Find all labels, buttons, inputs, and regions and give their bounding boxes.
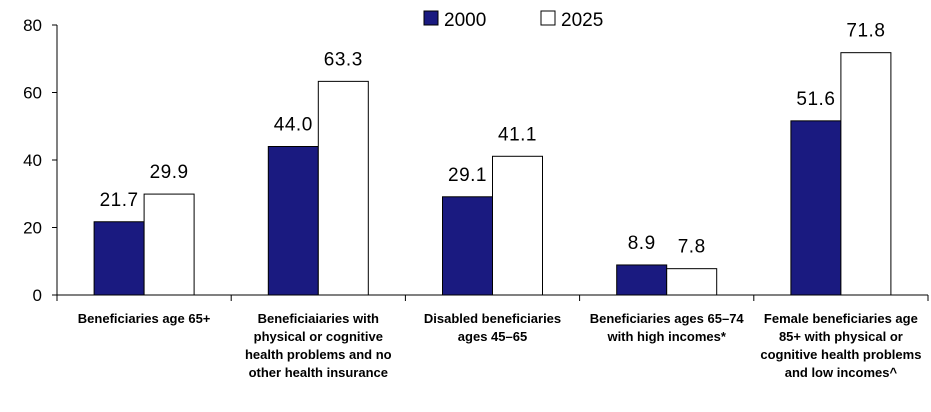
x-category-label: Female beneficiaries age 85+ with physic… xyxy=(760,311,922,380)
bar-2025 xyxy=(492,155,543,296)
legend-swatch-2025 xyxy=(540,10,556,26)
data-label-2025: 7.8 xyxy=(678,237,706,258)
bar-2025 xyxy=(840,52,892,296)
legend-swatch-2000 xyxy=(423,10,439,26)
bar-2025 xyxy=(317,80,369,296)
legend-label-2025: 2025 xyxy=(561,10,603,31)
x-category-label: Beneficiaiaries with physical or cogniti… xyxy=(244,311,392,380)
legend-label-2000: 2000 xyxy=(444,10,486,31)
data-label-2000: 29.1 xyxy=(448,165,487,186)
data-label-2025: 29.9 xyxy=(150,162,189,183)
bar-2000 xyxy=(93,221,145,296)
x-category-label: Disabled beneficiaries ages 45–65 xyxy=(423,311,562,344)
x-category-label: Beneficiaries ages 65–74 with high incom… xyxy=(589,311,744,344)
bar-2000 xyxy=(442,196,493,296)
y-tick-label: 0 xyxy=(33,286,42,305)
data-label-2000: 44.0 xyxy=(274,115,313,136)
legend: 2000 2025 xyxy=(423,10,603,31)
y-tick-label: 60 xyxy=(23,84,42,103)
data-label-2025: 41.1 xyxy=(498,124,537,145)
data-label-2000: 8.9 xyxy=(628,233,656,254)
y-tick-label: 40 xyxy=(23,151,42,170)
data-label-2025: 63.3 xyxy=(324,49,363,70)
bar-2000 xyxy=(790,120,842,296)
y-tick-label: 20 xyxy=(23,219,42,238)
data-label-2000: 21.7 xyxy=(100,190,139,211)
data-label-2000: 51.6 xyxy=(796,89,835,110)
y-tick-label: 80 xyxy=(23,16,42,35)
bar-2025 xyxy=(143,193,195,296)
bar-2000 xyxy=(616,264,668,296)
bar-2025 xyxy=(666,268,718,296)
data-label-2025: 71.8 xyxy=(846,21,885,42)
bar-2000 xyxy=(267,146,319,296)
x-category-label: Beneficiaries age 65+ xyxy=(77,311,211,326)
